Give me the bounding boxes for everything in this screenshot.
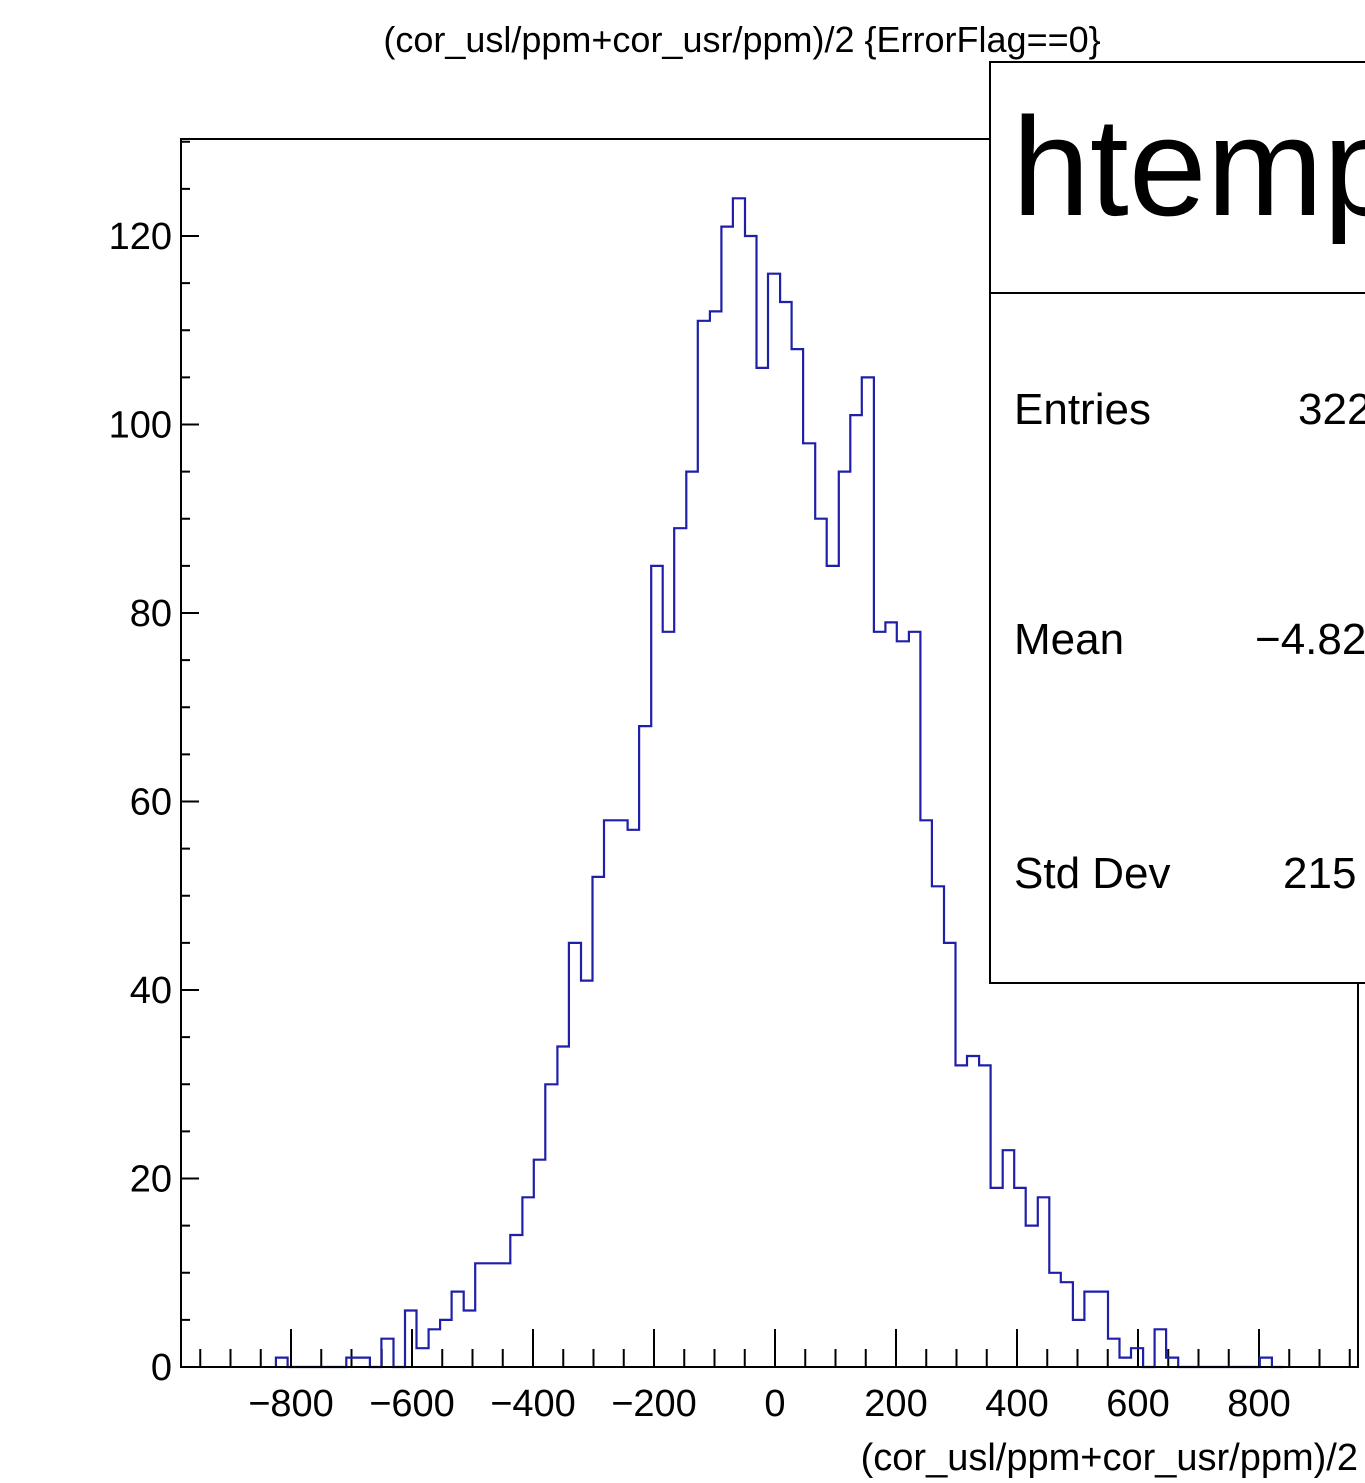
x-tick-label: −600 [369,1383,455,1425]
chart-title: (cor_usl/ppm+cor_usr/ppm)/2 {ErrorFlag==… [383,19,1100,60]
x-tick-label: 800 [1227,1383,1290,1425]
y-tick-label: 80 [130,593,172,635]
y-tick-label: 100 [109,405,172,447]
x-tick-label: 0 [764,1383,785,1425]
y-tick-label: 120 [109,216,172,258]
stats-stddev-value: 215 [1283,849,1356,898]
x-tick-label: −400 [490,1383,576,1425]
stats-mean-label: Mean [1014,615,1124,664]
stats-mean-value: −4.82 [1255,615,1365,664]
y-tick-label: 60 [130,782,172,824]
x-tick-label: 400 [985,1383,1048,1425]
x-tick-label: 600 [1106,1383,1169,1425]
x-axis-label: (cor_usl/ppm+cor_usr/ppm)/2 [861,1437,1358,1479]
x-tick-labels: −800 −600 −400 −200 0 200 400 600 800 [248,1383,1291,1425]
y-tick-label: 0 [151,1347,172,1389]
y-tick-label: 20 [130,1159,172,1201]
histogram-series [274,197,1284,1369]
stats-box: htemp Entries 322 Mean −4.82 Std Dev 215 [989,61,1365,984]
stats-entries-value: 322 [1298,385,1365,434]
stats-box-title: htemp [1012,88,1365,245]
x-tick-label: −800 [248,1383,334,1425]
y-tick-label: 40 [130,970,172,1012]
stats-stddev-label: Std Dev [1014,849,1171,898]
x-tick-label: −200 [611,1383,697,1425]
stats-entries-label: Entries [1014,385,1151,434]
axis-ticks [181,140,1351,1368]
y-tick-labels: 0 20 40 60 80 100 120 [109,216,172,1389]
x-tick-label: 200 [864,1383,927,1425]
